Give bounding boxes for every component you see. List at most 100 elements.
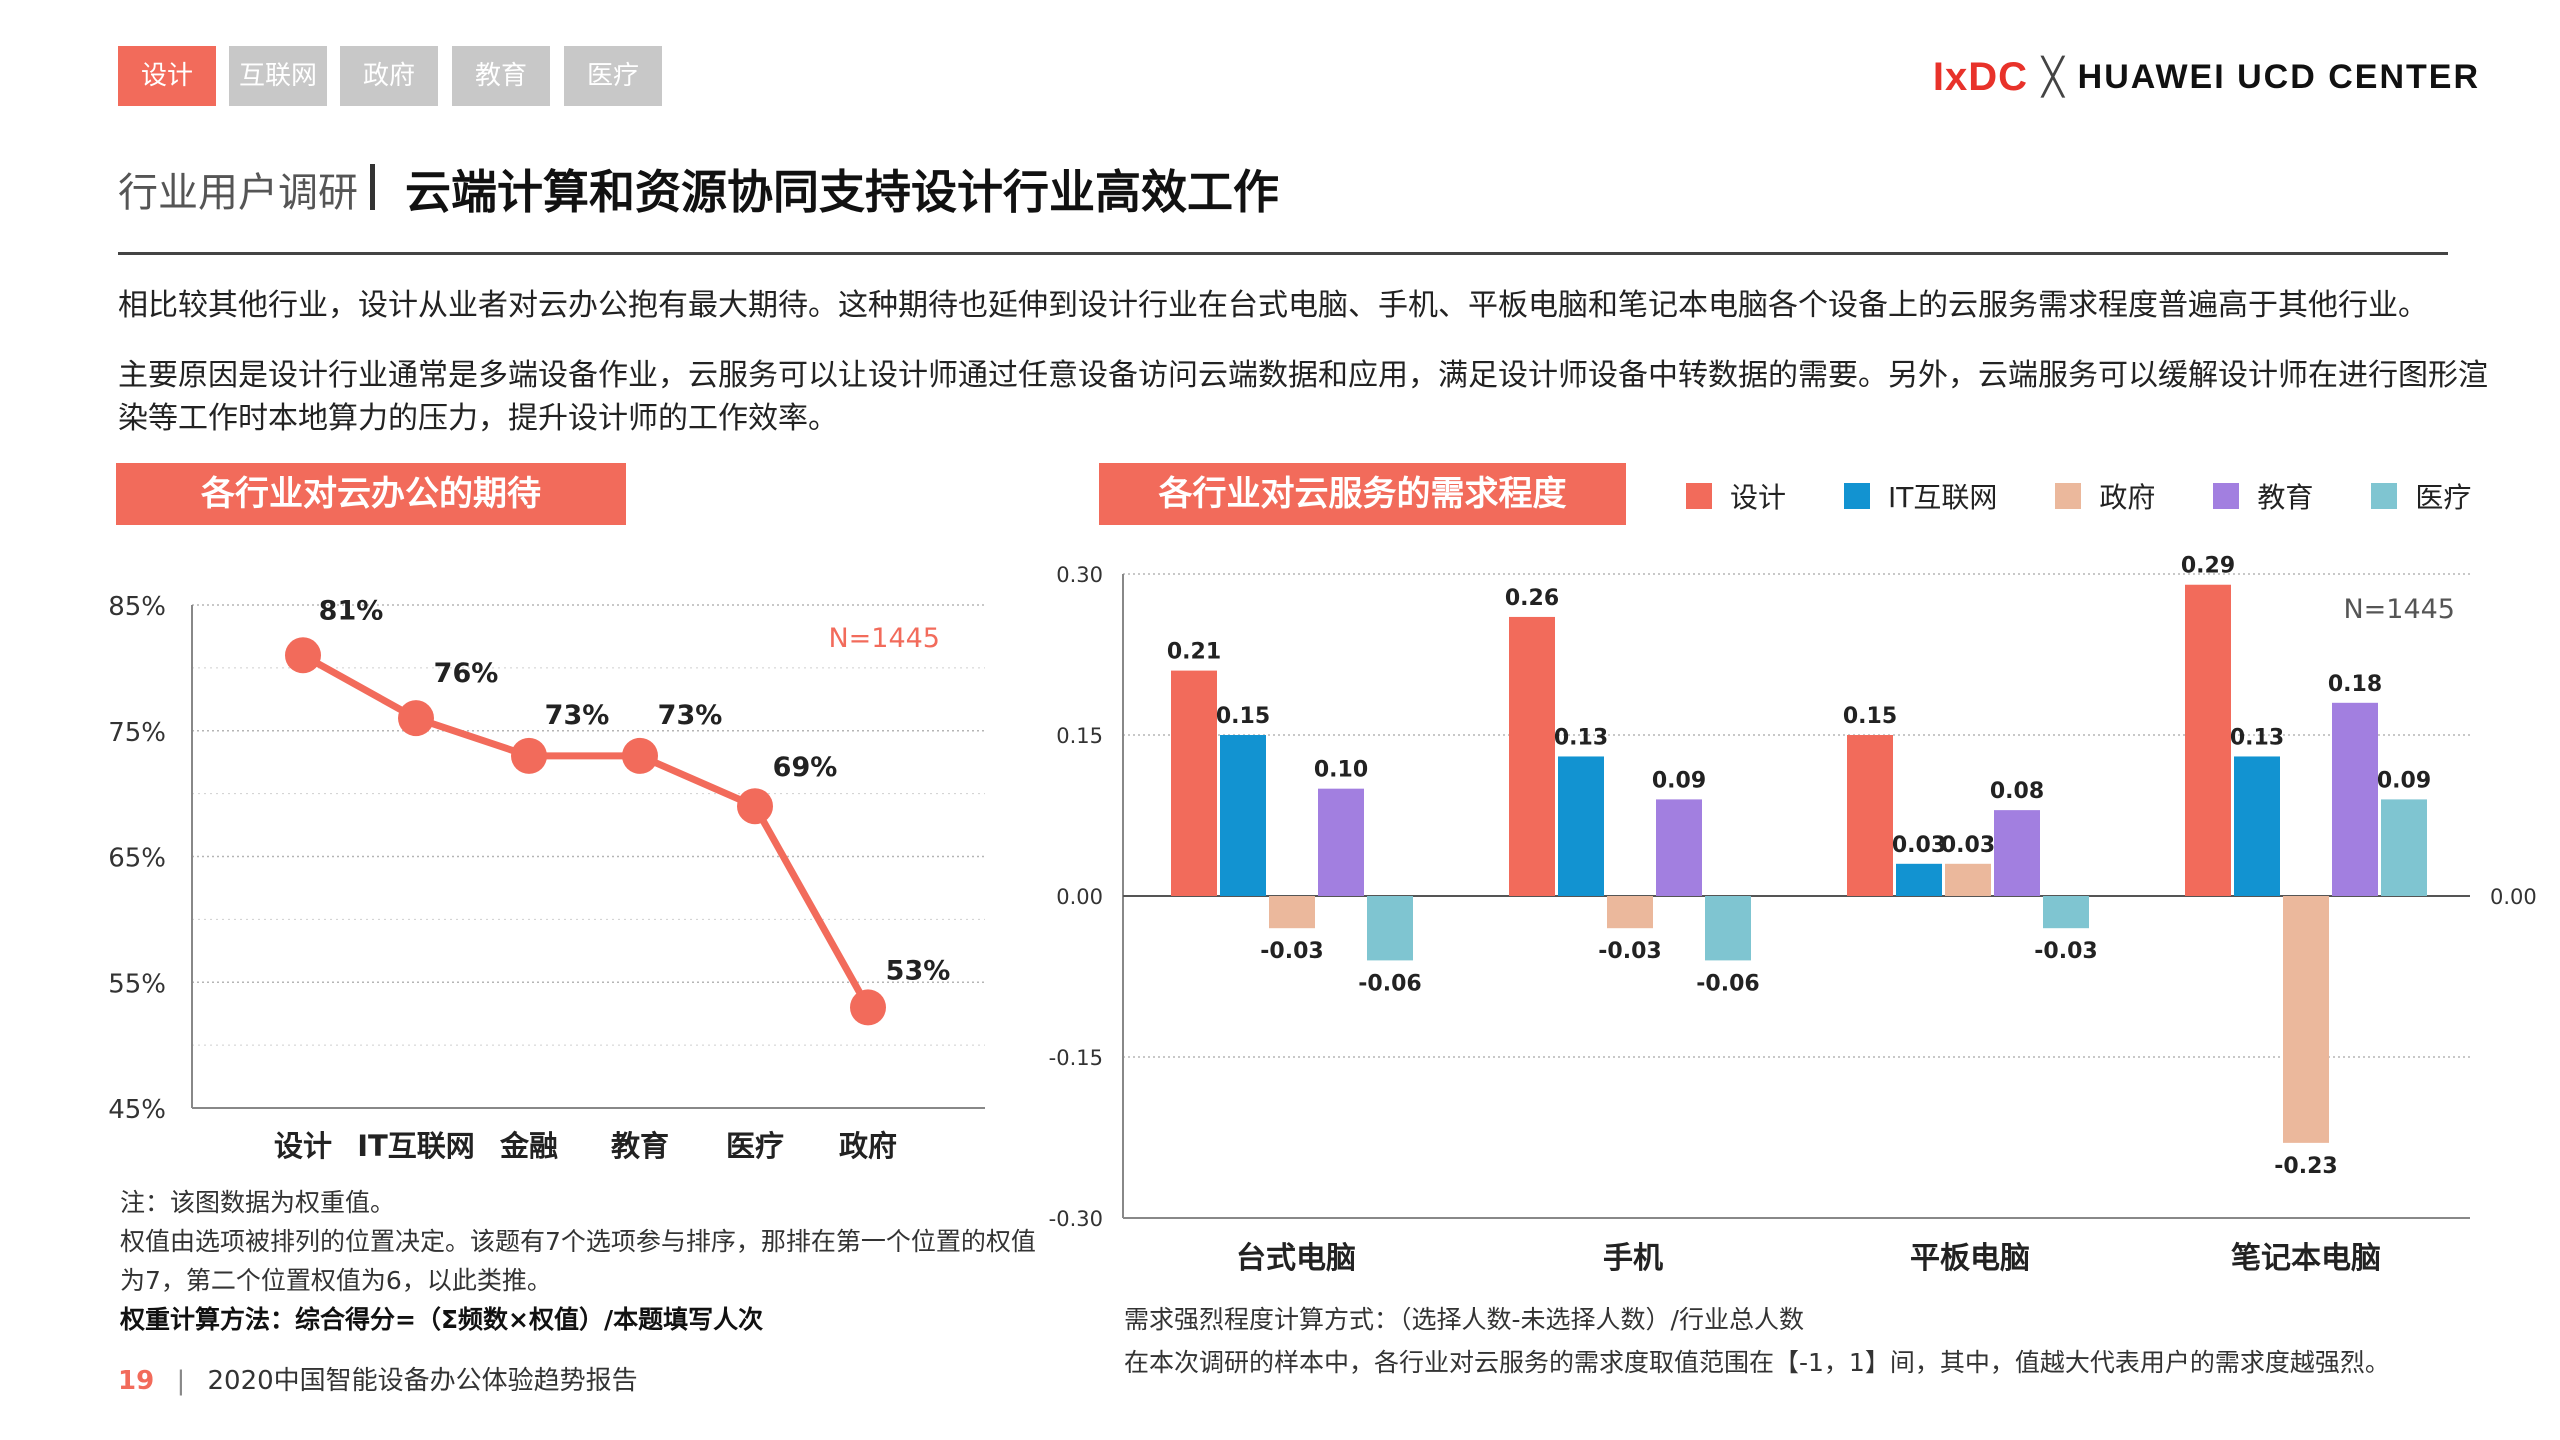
data-label: -0.03 [2034, 939, 2097, 964]
bar [2283, 896, 2329, 1143]
bar [1945, 863, 1991, 896]
y-tick-label: 0.15 [1056, 724, 1103, 748]
data-label: 81% [319, 595, 384, 626]
data-label: 0.10 [1314, 758, 1368, 783]
page-title: 云端计算和资源协同支持设计行业高效工作 [405, 165, 1279, 219]
data-label: 0.15 [1216, 704, 1270, 729]
note-formula: 权重计算方法：综合得分=（Σ频数×权值）/本题填写人次 [120, 1300, 1040, 1339]
data-label: 73% [658, 700, 723, 731]
data-label: 0.26 [1505, 586, 1559, 611]
data-label: 0.08 [1990, 779, 2044, 804]
bar [1220, 735, 1266, 896]
left-chart-title: 各行业对云办公的期待 [116, 463, 626, 525]
bar [1994, 810, 2040, 896]
data-label: 0.09 [1652, 768, 1706, 793]
formula-text: 权重计算方法：综合得分=（Σ频数×权值）/本题填写人次 [120, 1305, 764, 1334]
data-label: -0.03 [1260, 939, 1323, 964]
legend-swatch [2213, 483, 2240, 509]
legend-label: 设计 [1730, 481, 1787, 514]
legend-medical: 医疗 [2371, 476, 2471, 516]
data-point [737, 788, 773, 825]
bar [1367, 896, 1413, 961]
bar [1896, 863, 1942, 896]
data-label: 0.21 [1167, 640, 1221, 665]
data-label: 0.03 [1941, 833, 1995, 858]
bar [1656, 799, 1702, 896]
x-tick-label: 平板电脑 [1910, 1241, 2030, 1276]
tag-design[interactable]: 设计 [118, 46, 216, 106]
legend-swatch [2371, 483, 2398, 509]
legend-label: 教育 [2257, 481, 2314, 514]
bar [1318, 788, 1364, 896]
data-label: -0.03 [1598, 939, 1661, 964]
tag-education[interactable]: 教育 [452, 46, 550, 106]
left-chart-note: 注：该图数据为权重值。 权值由选项被排列的位置决定。该题有7个选项参与排序，那排… [120, 1183, 1040, 1339]
data-point [511, 737, 547, 774]
data-label: 0.09 [2377, 768, 2431, 793]
section-label: 行业用户调研 [118, 170, 358, 216]
data-label: 0.29 [2181, 554, 2235, 579]
bar [2185, 584, 2231, 896]
y-tick-label: 0.30 [1056, 563, 1103, 587]
bar [1558, 756, 1604, 896]
intro-paragraph-1: 相比较其他行业，设计从业者对云办公抱有最大期待。这种期待也延伸到设计行业在台式电… [118, 288, 2428, 323]
legend-swatch [1686, 483, 1712, 509]
x-tick-label: 手机 [1603, 1241, 1663, 1276]
bar-chart-legend: 设计 IT互联网 政府 教育 医疗 [1686, 476, 2529, 516]
legend-education: 教育 [2213, 476, 2313, 516]
data-label: 53% [886, 955, 951, 986]
bar [1847, 735, 1893, 896]
tag-internet[interactable]: 互联网 [229, 46, 327, 106]
data-label: 73% [545, 700, 610, 731]
y-tick-label: 55% [108, 969, 166, 999]
footer-separator: | [176, 1366, 186, 1396]
y-tick-label: 0.00 [1056, 885, 1103, 909]
y-tick-label: 85% [108, 592, 166, 622]
bar [2234, 756, 2280, 896]
data-label: 0.03 [1892, 833, 1946, 858]
y-tick-label: 75% [108, 718, 166, 748]
bar [1705, 896, 1751, 961]
sample-size-label: N=1445 [2343, 594, 2455, 625]
report-name: 2020中国智能设备办公体验趋势报告 [207, 1366, 638, 1396]
bar [1607, 896, 1653, 929]
data-label: 76% [434, 658, 499, 689]
tag-government[interactable]: 政府 [340, 46, 438, 106]
page-number: 19 [118, 1366, 155, 1396]
intro-paragraph-2: 主要原因是设计行业通常是多端设备作业，云服务可以让设计师通过任意设备访问云端数据… [118, 358, 2488, 436]
bar [1509, 616, 1555, 896]
note-line: 在本次调研的样本中，各行业对云服务的需求度取值范围在【-1，1】间，其中，值越大… [1124, 1348, 2390, 1377]
y-tick-label: -0.30 [1049, 1207, 1103, 1231]
legend-label: 医疗 [2415, 481, 2472, 514]
note-line: 注：该图数据为权重值。 [120, 1188, 396, 1217]
huawei-logo-text: HUAWEI UCD CENTER [2077, 57, 2480, 96]
note-line: 权值由选项被排列的位置决定。该题有7个选项参与排序，那排在第一个位置的权值为7，… [120, 1227, 1036, 1295]
tag-medical[interactable]: 医疗 [564, 46, 662, 106]
legend-it: IT互联网 [1844, 476, 1997, 516]
cross-icon: ╳ [2041, 56, 2064, 97]
note-line: 需求强烈程度计算方式：（选择人数-未选择人数）/行业总人数 [1124, 1305, 1804, 1334]
right-chart-note: 需求强烈程度计算方式：（选择人数-未选择人数）/行业总人数 在本次调研的样本中，… [1124, 1298, 2524, 1384]
x-tick-label: IT互联网 [357, 1129, 475, 1163]
data-label: 0.18 [2328, 672, 2382, 697]
bar [2332, 702, 2378, 896]
series-line [301, 652, 872, 1010]
x-tick-label: 台式电脑 [1236, 1241, 1356, 1276]
data-point [398, 700, 434, 737]
bar-chart: 0.30 0.15 0.00 -0.15 -0.30 0.00 0.21 0.15 -0.03 0… [1049, 554, 2537, 1276]
bar [2043, 896, 2089, 929]
data-point [850, 989, 886, 1026]
header-rule [118, 252, 2448, 255]
data-point [622, 737, 658, 774]
legend-label: IT互联网 [1888, 481, 1998, 514]
sample-size-label: N=1445 [828, 623, 940, 654]
legend-swatch [1844, 483, 1871, 509]
x-tick-label: 笔记本电脑 [2231, 1241, 2381, 1276]
x-tick-label: 设计 [274, 1129, 332, 1163]
x-tick-label: 教育 [611, 1129, 669, 1163]
line-chart: 85% 75% 65% 55% 45% 81% 设计 76% IT互联网 73% 金融 73% 教育 69… [108, 592, 985, 1163]
legend-design: 设计 [1686, 476, 1786, 516]
title-divider [370, 164, 375, 210]
x-tick-label: 医疗 [726, 1129, 784, 1163]
legend-government: 政府 [2055, 476, 2155, 516]
